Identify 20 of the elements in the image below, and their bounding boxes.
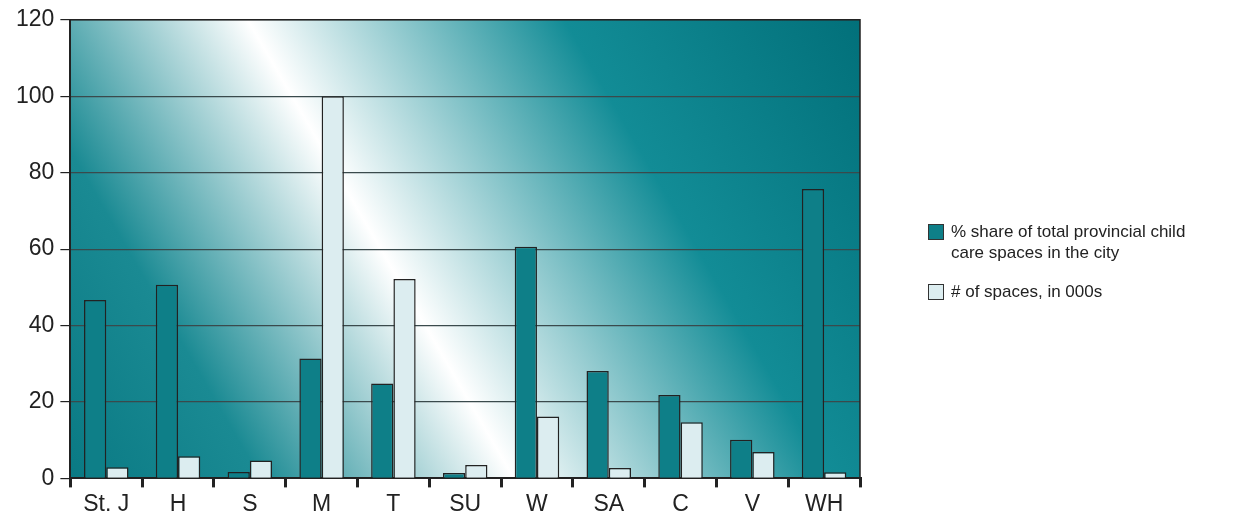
y-tick-label: 100 (16, 81, 55, 108)
legend-label: # of spaces, in 000s (951, 281, 1103, 302)
y-tick-label: 60 (28, 234, 55, 261)
x-tick-label: M (312, 489, 332, 516)
text: % share of total provincial child care spaces in the city (951, 221, 1187, 263)
x-tick-label: St. J (83, 489, 130, 516)
x-tick-label: SU (449, 489, 482, 516)
y-tick-label: 20 (28, 387, 55, 414)
x-tick-label: V (744, 489, 761, 516)
x-tick-label: W (526, 489, 549, 516)
x-tick-label: WH (804, 489, 844, 516)
y-tick-label: 120 (16, 5, 55, 32)
y-tick-label: 0 (41, 463, 55, 490)
x-tick-label: T (386, 489, 401, 516)
x-tick-label: S (242, 489, 258, 516)
x-tick-label: SA (593, 489, 625, 516)
y-tick-label: 40 (28, 310, 55, 337)
x-tick-label: C (672, 489, 689, 516)
x-tick-label: H (169, 489, 187, 516)
y-tick-label: 80 (28, 158, 55, 185)
